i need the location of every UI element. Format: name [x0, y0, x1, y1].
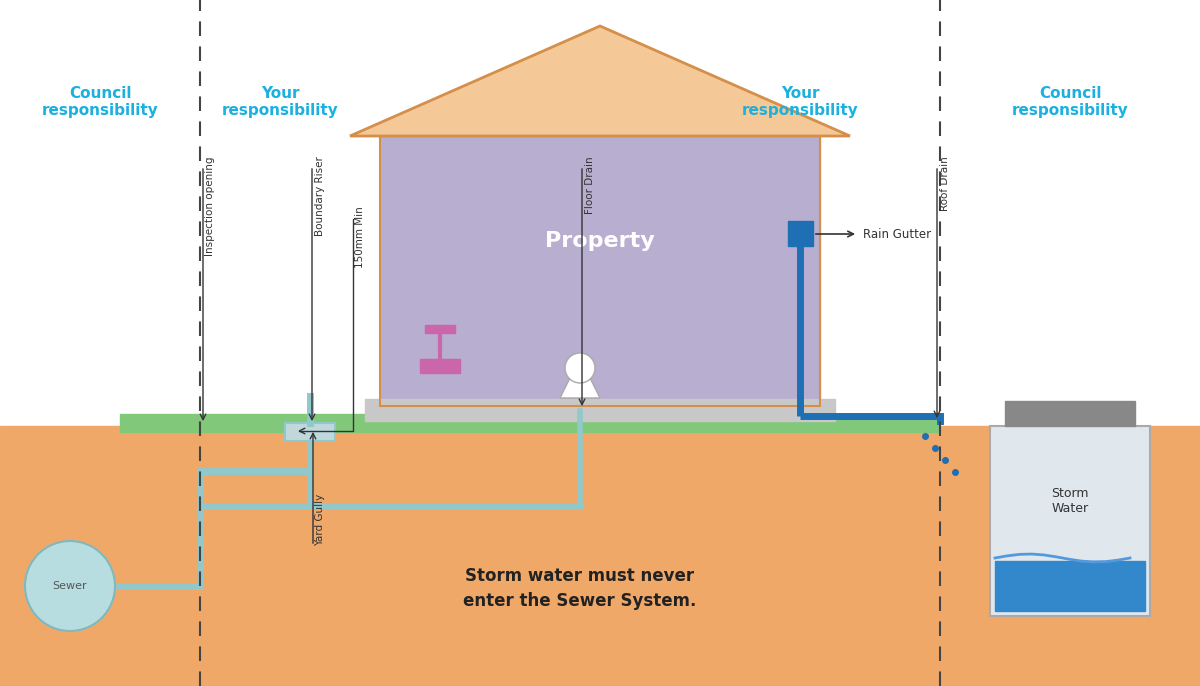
Polygon shape — [560, 378, 600, 398]
Text: Storm water must never: Storm water must never — [466, 567, 695, 585]
Bar — [990, 426, 1150, 616]
Text: Boundary Riser: Boundary Riser — [314, 156, 325, 236]
Circle shape — [565, 353, 595, 383]
Circle shape — [25, 541, 115, 631]
Text: Yard Gully: Yard Gully — [314, 494, 325, 546]
Text: Property: Property — [545, 231, 655, 251]
Text: Sewer: Sewer — [53, 581, 88, 591]
Bar — [425, 325, 455, 333]
Text: Inspection opening: Inspection opening — [205, 156, 215, 255]
Text: 150mm Min: 150mm Min — [355, 206, 365, 268]
Text: Roof Drain: Roof Drain — [940, 156, 950, 211]
Polygon shape — [350, 26, 850, 136]
Bar — [995, 561, 1145, 611]
Bar — [788, 221, 814, 246]
Text: Rain Gutter: Rain Gutter — [863, 228, 931, 241]
Bar — [120, 414, 940, 432]
Text: Floor Drain: Floor Drain — [586, 156, 595, 213]
Text: Storm
Water: Storm Water — [1051, 487, 1088, 515]
Text: Council
responsibility: Council responsibility — [1012, 86, 1128, 119]
Bar — [1006, 401, 1135, 426]
Bar — [420, 359, 460, 373]
Bar — [380, 136, 820, 406]
Text: Your
responsibility: Your responsibility — [222, 86, 338, 119]
Bar — [0, 426, 1200, 686]
Bar — [365, 399, 835, 421]
Bar — [286, 423, 335, 441]
Text: Your
responsibility: Your responsibility — [742, 86, 858, 119]
Bar — [380, 136, 820, 406]
Text: enter the Sewer System.: enter the Sewer System. — [463, 592, 697, 610]
Text: Council
responsibility: Council responsibility — [42, 86, 158, 119]
